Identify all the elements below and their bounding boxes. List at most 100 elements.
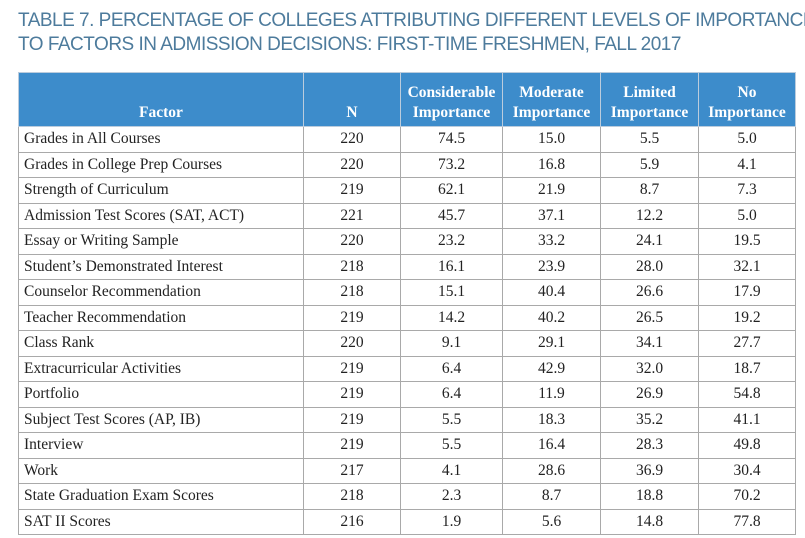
value-cell: 9.1 — [400, 330, 503, 357]
factor-cell: Teacher Recommendation — [18, 304, 304, 331]
value-cell: 6.4 — [400, 381, 503, 408]
value-cell: 32.1 — [698, 253, 796, 280]
value-cell: 35.2 — [600, 406, 699, 433]
value-cell: 26.9 — [600, 381, 699, 408]
value-cell: 11.9 — [502, 381, 601, 408]
table-row: Portfolio 219 6.4 11.9 26.9 54.8 — [18, 381, 796, 408]
value-cell: 219 — [303, 304, 401, 331]
value-cell: 24.1 — [600, 228, 699, 255]
value-cell: 220 — [303, 228, 401, 255]
value-cell: 33.2 — [502, 228, 601, 255]
column-header: N — [303, 72, 401, 127]
value-cell: 26.6 — [600, 279, 699, 306]
factor-cell: Class Rank — [18, 330, 304, 357]
table-row: Subject Test Scores (AP, IB) 219 5.5 18.3 35… — [18, 406, 796, 433]
table-row: Counselor Recommendation 218 15.1 40.4 26.6 1… — [18, 279, 796, 306]
value-cell: 5.6 — [502, 508, 601, 535]
value-cell: 8.7 — [600, 177, 699, 204]
value-cell: 5.5 — [400, 406, 503, 433]
value-cell: 70.2 — [698, 483, 796, 510]
factor-cell: State Graduation Exam Scores — [18, 483, 304, 510]
table-row: Class Rank 220 9.1 29.1 34.1 27.7 — [18, 330, 796, 357]
factor-cell: SAT II Scores — [18, 508, 304, 535]
value-cell: 2.3 — [400, 483, 503, 510]
value-cell: 18.7 — [698, 355, 796, 382]
value-cell: 14.8 — [600, 508, 699, 535]
value-cell: 7.3 — [698, 177, 796, 204]
value-cell: 42.9 — [502, 355, 601, 382]
value-cell: 16.1 — [400, 253, 503, 280]
table-row: Grades in College Prep Courses 220 73.2 16.… — [18, 151, 796, 178]
value-cell: 18.8 — [600, 483, 699, 510]
value-cell: 5.0 — [698, 126, 796, 153]
table-row: Student’s Demonstrated Interest 218 16.1 23… — [18, 253, 796, 280]
value-cell: 26.5 — [600, 304, 699, 331]
value-cell: 18.3 — [502, 406, 601, 433]
value-cell: 40.2 — [502, 304, 601, 331]
table-row: Work 217 4.1 28.6 36.9 30.4 — [18, 457, 796, 484]
value-cell: 5.9 — [600, 151, 699, 178]
value-cell: 220 — [303, 126, 401, 153]
value-cell: 218 — [303, 279, 401, 306]
value-cell: 28.6 — [502, 457, 601, 484]
factor-cell: Work — [18, 457, 304, 484]
value-cell: 49.8 — [698, 432, 796, 459]
table-row: Extracurricular Activities 219 6.4 42.9 32.0… — [18, 355, 796, 382]
value-cell: 30.4 — [698, 457, 796, 484]
value-cell: 217 — [303, 457, 401, 484]
column-header: Limited Importance — [600, 72, 699, 127]
column-header: Moderate Importance — [502, 72, 601, 127]
factor-cell: Grades in College Prep Courses — [18, 151, 304, 178]
column-header: Considerable Importance — [400, 72, 503, 127]
value-cell: 32.0 — [600, 355, 699, 382]
value-cell: 77.8 — [698, 508, 796, 535]
value-cell: 4.1 — [400, 457, 503, 484]
factor-cell: Student’s Demonstrated Interest — [18, 253, 304, 280]
value-cell: 19.5 — [698, 228, 796, 255]
value-cell: 62.1 — [400, 177, 503, 204]
value-cell: 16.8 — [502, 151, 601, 178]
factor-cell: Interview — [18, 432, 304, 459]
factor-cell: Portfolio — [18, 381, 304, 408]
value-cell: 12.2 — [600, 202, 699, 229]
value-cell: 4.1 — [698, 151, 796, 178]
value-cell: 15.0 — [502, 126, 601, 153]
value-cell: 21.9 — [502, 177, 601, 204]
value-cell: 28.3 — [600, 432, 699, 459]
factor-cell: Strength of Curriculum — [18, 177, 304, 204]
value-cell: 34.1 — [600, 330, 699, 357]
header-row: Factor N Considerable Importance Moderate I… — [18, 72, 796, 127]
value-cell: 220 — [303, 330, 401, 357]
value-cell: 29.1 — [502, 330, 601, 357]
value-cell: 36.9 — [600, 457, 699, 484]
table-row: State Graduation Exam Scores 218 2.3 8.7 18.… — [18, 483, 796, 510]
value-cell: 15.1 — [400, 279, 503, 306]
column-header: No Importance — [698, 72, 796, 127]
value-cell: 219 — [303, 381, 401, 408]
value-cell: 73.2 — [400, 151, 503, 178]
value-cell: 5.5 — [400, 432, 503, 459]
title: TABLE 7. PERCENTAGE OF COLLEGES ATTRIBUT… — [18, 9, 805, 57]
factor-cell: Extracurricular Activities — [18, 355, 304, 382]
factor-cell: Admission Test Scores (SAT, ACT) — [18, 202, 304, 229]
table-row: Interview 219 5.5 16.4 28.3 49.8 — [18, 432, 796, 459]
table-row: Grades in All Courses 220 74.5 15.0 5.5 5.0 — [18, 126, 796, 153]
value-cell: 219 — [303, 177, 401, 204]
value-cell: 8.7 — [502, 483, 601, 510]
value-cell: 37.1 — [502, 202, 601, 229]
value-cell: 74.5 — [400, 126, 503, 153]
title-line: TABLE 7. PERCENTAGE OF COLLEGES ATTRIBUT… — [18, 10, 805, 31]
value-cell: 28.0 — [600, 253, 699, 280]
value-cell: 5.5 — [600, 126, 699, 153]
value-cell: 219 — [303, 406, 401, 433]
table-row: Strength of Curriculum 219 62.1 21.9 8.7 7.3 — [18, 177, 796, 204]
value-cell: 27.7 — [698, 330, 796, 357]
value-cell: 216 — [303, 508, 401, 535]
value-cell: 23.2 — [400, 228, 503, 255]
table-body: Grades in All Courses 220 74.5 15.0 5.5 5.0 Gr… — [18, 126, 796, 535]
table-row: Essay or Writing Sample 220 23.2 33.2 24.1 19… — [18, 228, 796, 255]
value-cell: 5.0 — [698, 202, 796, 229]
table-row: Teacher Recommendation 219 14.2 40.2 26.5 19.… — [18, 304, 796, 331]
value-cell: 218 — [303, 483, 401, 510]
value-cell: 218 — [303, 253, 401, 280]
